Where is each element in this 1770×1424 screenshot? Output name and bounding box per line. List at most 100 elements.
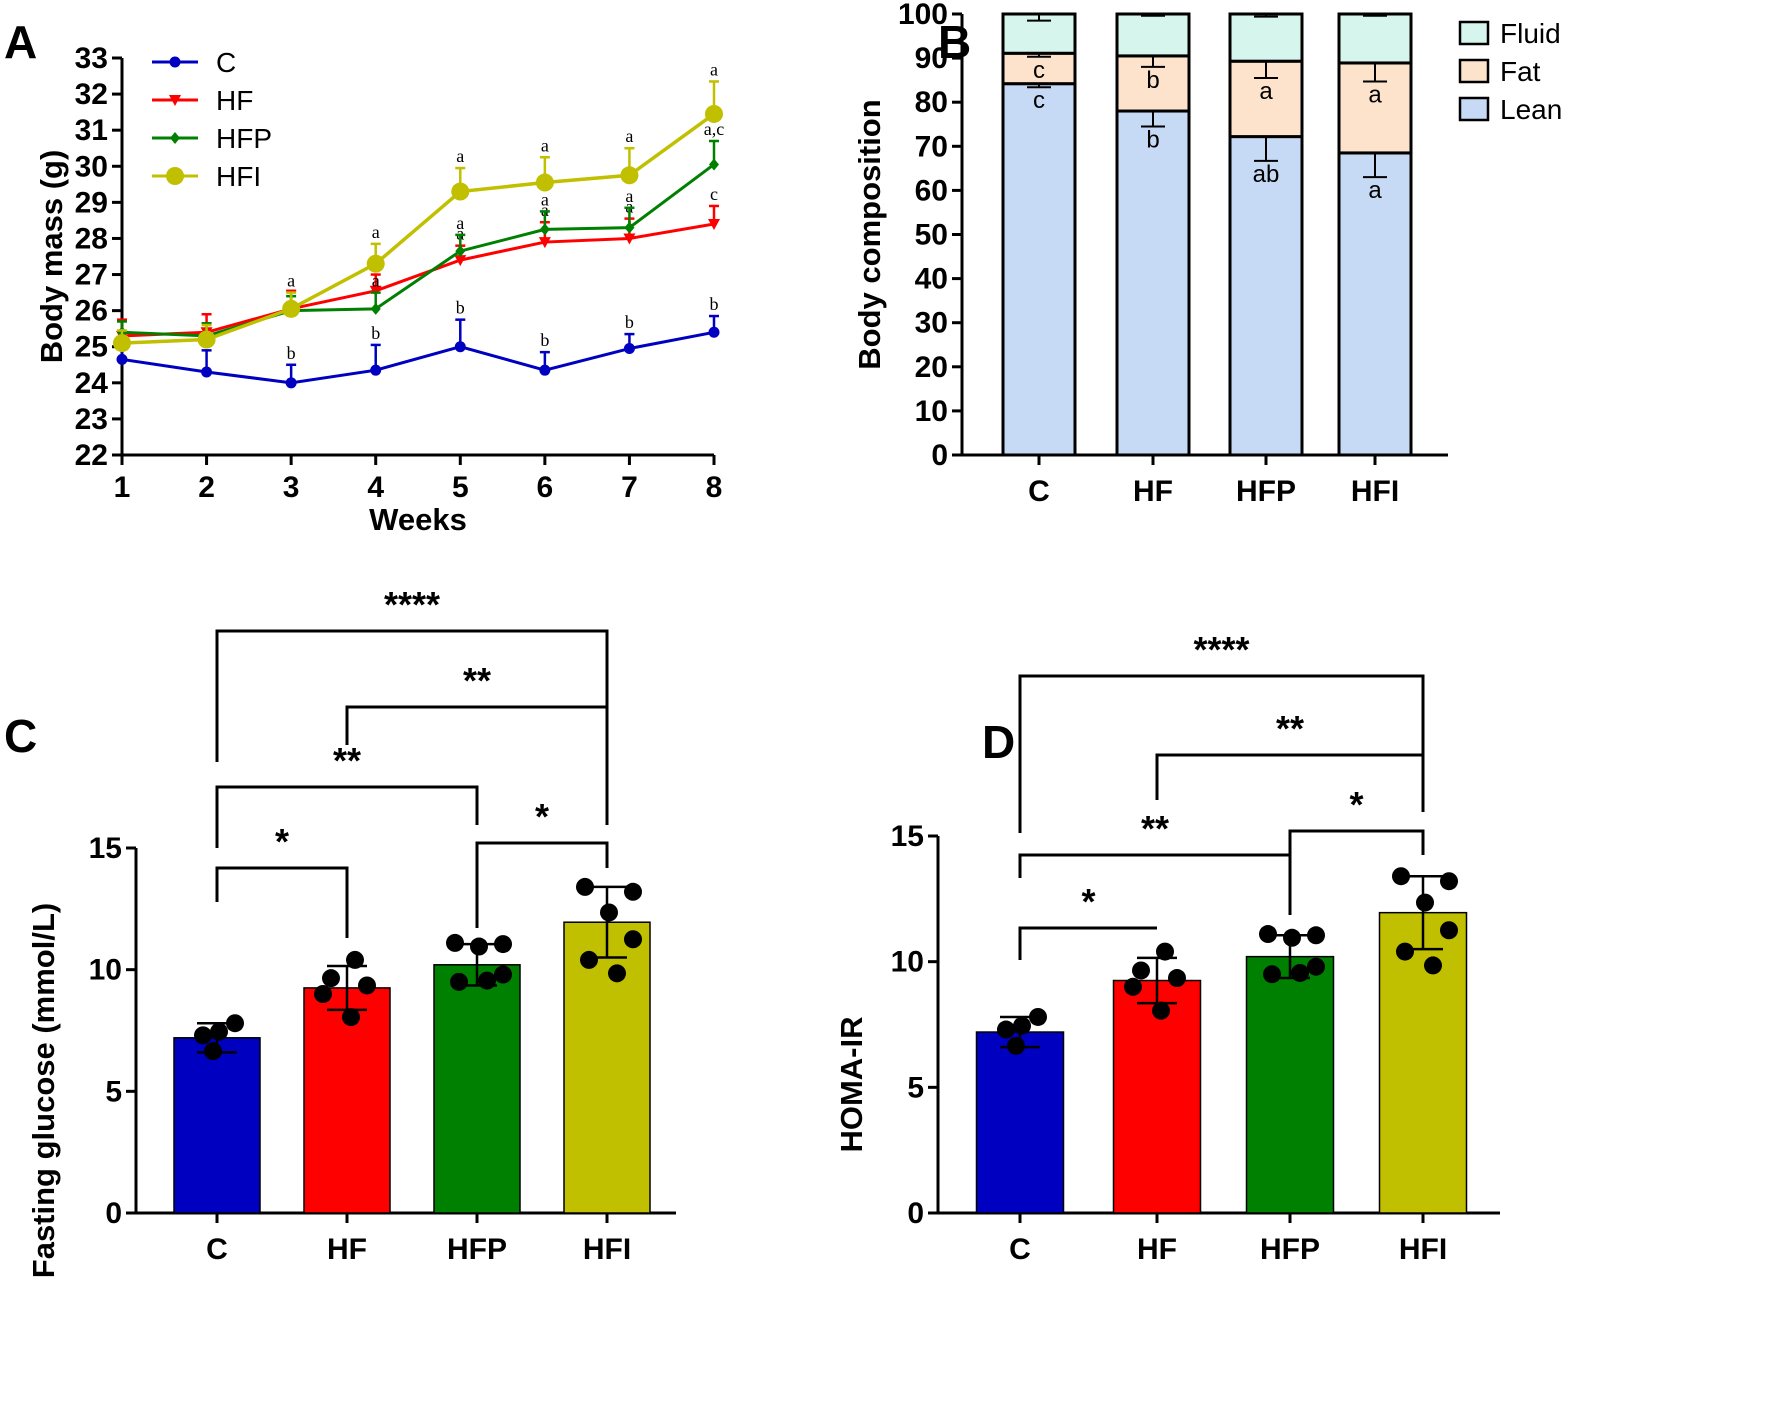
significance-letter: b [456,298,465,318]
bar-hf [303,987,391,1214]
legend-swatch-lean [1458,96,1490,122]
significance-letter: a [625,186,633,206]
bar-segment-fluid [1115,12,1191,58]
data-point [494,965,512,984]
y-tick-label: 5 [907,1071,924,1104]
legend-marker [169,56,181,68]
bar-hfp [433,964,521,1214]
significance-letter: b [710,294,719,314]
significance-stars: ** [333,740,361,781]
bracket-line [215,866,349,938]
significance-letter: a [456,146,464,166]
bar-hfi [1378,911,1468,1214]
data-point [470,937,488,956]
significance-letter: c [1033,87,1045,114]
significance-stars: **** [384,584,440,625]
bracket-line [1018,926,1157,960]
significance-stars: * [1349,784,1363,825]
data-point [624,882,642,901]
y-tick-label: 100 [898,0,948,31]
legend-swatch-fat [1458,58,1490,84]
data-point [535,173,554,192]
data-point [1440,921,1458,940]
legend-marker [170,132,180,144]
comparison-bracket: ** [215,740,479,848]
body-composition-stacked-bar-chart: 0 10 20 30 40 50 60 70 80 90 100 Body composition cc… [852,0,1562,508]
y-axis-title: Fasting glucose (mmol/L) [26,903,61,1278]
significance-stars: * [535,796,549,837]
significance-letter: b [287,343,296,363]
x-tick-label: 7 [621,471,638,504]
x-tick-label: HF [1133,475,1173,508]
panel-c-label: C [4,710,37,762]
significance-letter: a [625,126,633,146]
x-axis-title: Weeks [369,502,467,537]
data-point [1124,977,1142,996]
x-tick-label: HFI [1351,475,1399,508]
data-point [454,255,467,267]
data-point [210,1022,228,1041]
significance-stars: ** [463,660,491,701]
y-tick-label: 33 [75,42,108,75]
bar-group-hfi: aa [1337,12,1413,457]
significance-letter: a [372,222,380,242]
y-tick-label: 50 [915,219,948,252]
y-tick-label: 15 [89,832,122,865]
data-point [1013,1016,1031,1035]
comparison-bracket: * [1018,881,1157,960]
data-point [708,326,720,338]
significance-letter: a [1368,177,1382,204]
data-point [342,1008,360,1027]
x-tick-label: HFP [1260,1233,1320,1266]
significance-letter: a [456,213,464,233]
data-point [370,364,382,376]
significance-letter: a [1368,81,1382,108]
data-point [451,182,470,201]
comparison-bracket: * [215,821,349,938]
series-hfp: a a a a a,c [117,119,724,342]
legend-label: HFI [216,161,261,192]
y-tick-label: 0 [931,439,948,472]
data-point [539,223,550,236]
x-tick-label: 2 [198,471,215,504]
data-point [1168,969,1186,988]
x-tick-label: 1 [114,471,131,504]
legend-label: HFP [216,123,272,154]
significance-letter: c [710,184,718,204]
x-tick-label: C [1028,475,1050,508]
legend-marker [169,95,181,106]
bracket-line [215,785,479,848]
significance-letter: a [372,271,380,291]
significance-letter: a,c [704,119,724,139]
y-tick-label: 22 [75,439,108,472]
bar-group-c [975,1007,1065,1214]
data-point [997,1020,1015,1039]
bar-hfi [563,921,651,1214]
data-point [322,969,340,988]
data-point [314,985,332,1003]
y-tick-label: 0 [105,1197,122,1230]
data-point [358,976,376,995]
y-tick-label: 23 [75,403,108,436]
data-point [1132,961,1150,980]
y-tick-label: 29 [75,186,108,219]
series-line-hfp [121,163,715,338]
data-point [201,366,213,378]
significance-letter: a [541,135,549,155]
x-tick-label: 5 [452,471,469,504]
y-tick-label: 10 [915,395,948,428]
data-point [204,1042,222,1061]
data-point [600,903,618,922]
bar-group-hfp [433,933,521,1214]
significance-letter: b [625,312,634,332]
data-point [226,1014,244,1033]
y-tick-label: 0 [907,1197,924,1230]
legend: Fluid Fat Lean [1458,18,1562,125]
data-point [285,377,297,389]
series-line-c [121,330,715,385]
data-point [538,237,551,249]
x-tick-label: 4 [367,471,384,504]
significance-stars: * [1081,881,1095,922]
data-point [1307,957,1325,976]
